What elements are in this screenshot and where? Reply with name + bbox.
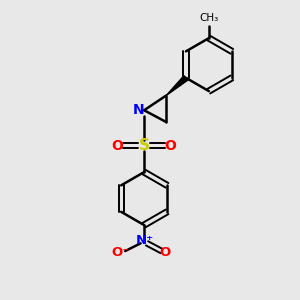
Text: O: O [165,139,176,153]
Text: N⁺: N⁺ [136,234,155,247]
Text: O: O [159,246,171,259]
Text: O⁻: O⁻ [111,246,130,259]
Text: N: N [133,103,145,117]
Text: CH₃: CH₃ [200,13,219,23]
Text: O: O [112,139,124,153]
Text: S: S [139,138,150,153]
Polygon shape [166,76,188,95]
